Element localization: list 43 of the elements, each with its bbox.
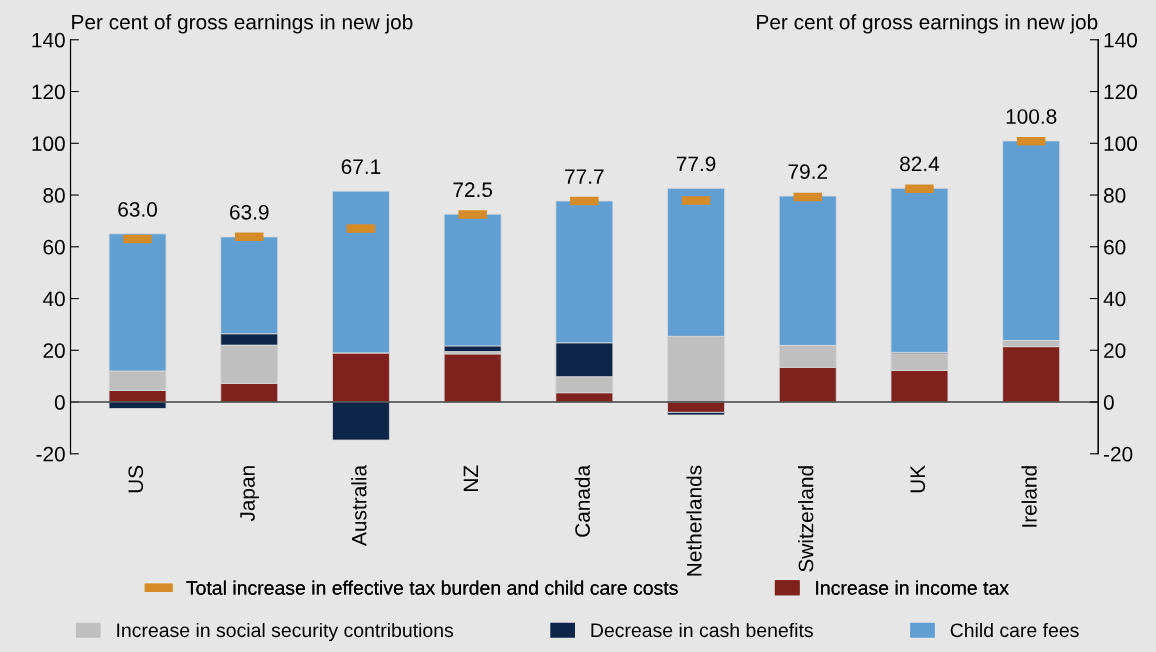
legend-label: Increase in income tax bbox=[816, 580, 1009, 595]
y-tick-label: 0 bbox=[54, 395, 65, 410]
x-tick-label: Australia bbox=[351, 464, 367, 546]
y-axis-title: Per cent of gross earnings in new job bbox=[72, 14, 413, 34]
y-tick-label: 40 bbox=[42, 291, 65, 307]
data-label: 63.0 bbox=[118, 202, 157, 217]
legend-label: Total increase in effective tax burden and child care costs bbox=[186, 580, 678, 595]
y2-tick-label: -20 bbox=[1103, 446, 1133, 462]
y2-tick-label: 140 bbox=[1104, 32, 1138, 48]
data-label: 67.1 bbox=[341, 159, 381, 175]
y2-tick-label: 20 bbox=[1104, 343, 1126, 359]
x-tick-label: Japan bbox=[240, 466, 259, 522]
y-tick-label: 60 bbox=[43, 239, 65, 255]
x-tick-label: UK bbox=[910, 465, 926, 493]
x-tick-label: Netherlands bbox=[686, 465, 702, 576]
y-tick-label: -20 bbox=[36, 446, 65, 462]
y2-tick-label: 120 bbox=[1104, 84, 1138, 100]
data-label: 72.5 bbox=[453, 182, 493, 198]
x-tick-label: Ireland bbox=[1021, 466, 1037, 527]
y2-tick-label: 0 bbox=[1103, 395, 1114, 410]
data-label: 77.7 bbox=[565, 169, 604, 184]
data-label: 77.9 bbox=[676, 156, 716, 172]
legend-label: Child care fees bbox=[950, 622, 1079, 638]
legend-label: Decrease in cash benefits bbox=[591, 622, 813, 638]
y2-axis-title: Per cent of gross earnings in new job bbox=[757, 14, 1098, 34]
data-label: 100.8 bbox=[1006, 109, 1057, 124]
x-tick-label: Switzerland bbox=[798, 466, 814, 572]
y-tick-label: 100 bbox=[32, 136, 65, 152]
y-tick-label: 80 bbox=[43, 188, 65, 203]
x-tick-label: US bbox=[128, 465, 144, 493]
x-tick-label: NZ bbox=[463, 465, 479, 491]
y2-tick-label: 80 bbox=[1103, 188, 1126, 203]
y2-tick-label: 40 bbox=[1103, 291, 1126, 307]
data-label: 82.4 bbox=[900, 156, 940, 172]
y-tick-label: 140 bbox=[32, 32, 65, 48]
y-tick-label: 120 bbox=[32, 84, 65, 100]
legend-label: Increase in social security contributions bbox=[117, 622, 454, 642]
data-label: 79.2 bbox=[788, 164, 827, 180]
y2-tick-label: 60 bbox=[1104, 239, 1126, 255]
y-tick-label: 20 bbox=[43, 343, 65, 359]
data-label: 63.9 bbox=[230, 204, 269, 220]
x-tick-label: Canada bbox=[574, 464, 590, 537]
y2-tick-label: 100 bbox=[1104, 136, 1138, 152]
